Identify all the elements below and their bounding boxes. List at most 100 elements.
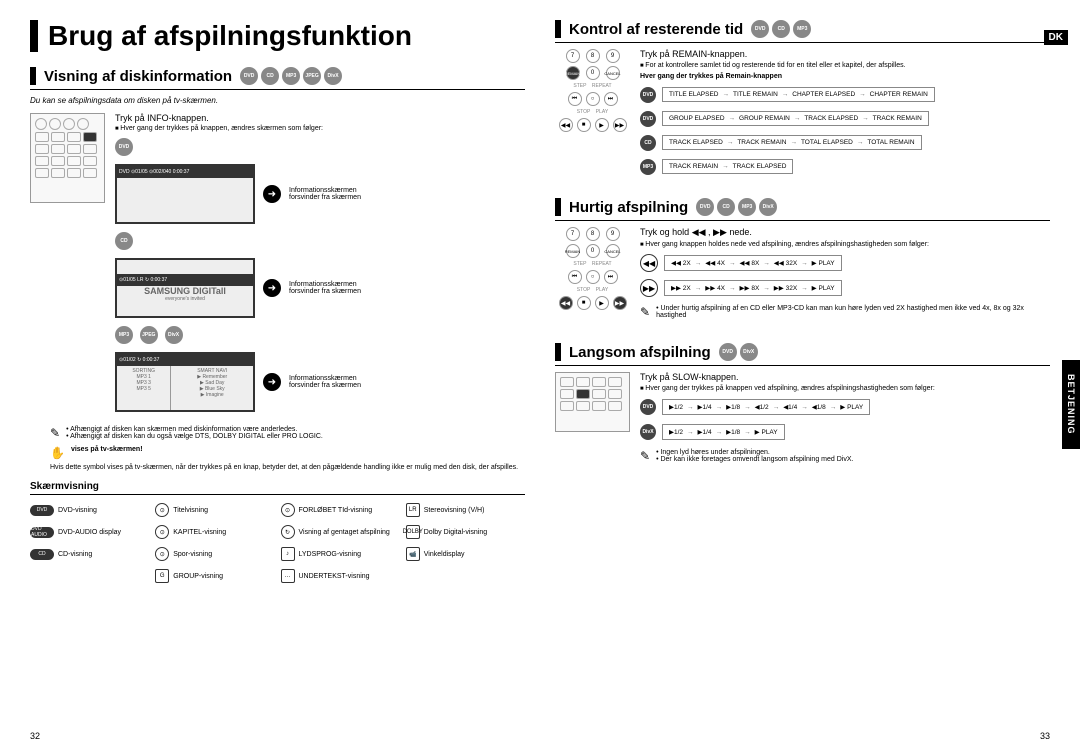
remote-diagram: 789 REMAIN0CANCEL STEP REPEAT ⏮○⏭ STOP P… bbox=[555, 227, 630, 325]
step-sub: For at kontrollere samlet tid og restere… bbox=[640, 62, 1050, 69]
screen-preview: ⊙01/02 ↻ 0:00:37 SORTINGMP3 1MP3 3MP3 5 … bbox=[115, 352, 255, 412]
legend-icon: DOLBY bbox=[406, 525, 420, 539]
legend-item: ⊙ KAPITEL-visning bbox=[155, 525, 274, 539]
step-sub: Hver gang knappen holdes nede ved afspil… bbox=[640, 241, 1050, 248]
screen-note: Informationsskærmen forsvinder fra skærm… bbox=[289, 281, 389, 295]
sequence-box: TRACK ELAPSED→TRACK REMAIN→TOTAL ELAPSED… bbox=[662, 135, 922, 150]
legend-item: 📹Vinkeldisplay bbox=[406, 547, 525, 561]
section-disc-info-header: Visning af diskinformation DVD CD MP3 JP… bbox=[30, 67, 525, 90]
arrow-icon: ➜ bbox=[263, 185, 281, 203]
remote-diagram bbox=[555, 372, 630, 432]
legend-item bbox=[406, 569, 525, 583]
speed-button-icon: ▶▶ bbox=[640, 279, 658, 297]
sequence-item: TRACK ELAPSED bbox=[733, 163, 787, 170]
step-text: Tryk og hold ◀◀ , ▶▶ nede. bbox=[640, 227, 1050, 238]
legend-label: Spor-visning bbox=[173, 551, 212, 558]
language-tag: DK bbox=[1044, 30, 1068, 45]
divx-icon: DivX bbox=[165, 326, 183, 344]
section-remaining-time: Kontrol af resterende tid DVD CD MP3 789… bbox=[555, 20, 1050, 180]
sequence-item: ▶▶ 32X bbox=[774, 284, 797, 292]
legend-label: CD-visning bbox=[58, 551, 92, 558]
sequence-item: ▶1/4 bbox=[698, 428, 712, 436]
legend-label: FORLØBET TId-visning bbox=[299, 507, 373, 514]
legend-icon: G bbox=[155, 569, 169, 583]
disc-icon: MP3 bbox=[282, 67, 300, 85]
intro-text: Du kan se afspilningsdata om disken på t… bbox=[30, 96, 525, 105]
disc-icon: CD bbox=[717, 198, 735, 216]
sequence-item: ▶ PLAY bbox=[755, 428, 778, 436]
sequence-item: ◀◀ 2X bbox=[671, 259, 691, 267]
legend-label: Titelvisning bbox=[173, 507, 208, 514]
right-column: Kontrol af resterende tid DVD CD MP3 789… bbox=[555, 20, 1050, 583]
disc-icon: MP3 bbox=[738, 198, 756, 216]
mp3-icon: MP3 bbox=[115, 326, 133, 344]
sequence-item: TITLE REMAIN bbox=[733, 91, 778, 98]
sequence-item: ▶1/2 bbox=[669, 403, 683, 411]
page-container: Brug af afspilningsfunktion Visning af d… bbox=[0, 0, 1080, 598]
legend-item: GGROUP-visning bbox=[155, 569, 274, 583]
remote-diagram bbox=[30, 113, 105, 203]
note-text: Afhængigt af disken kan du også vælge DT… bbox=[66, 433, 323, 440]
sequence-item: TRACK ELAPSED bbox=[669, 139, 723, 146]
note-box: ✎ Afhængigt af disken kan skærmen med di… bbox=[50, 426, 525, 440]
sequence-box: ▶1/2→▶1/4→▶1/8→▶ PLAY bbox=[662, 424, 785, 440]
legend-icon: DVD AUDIO bbox=[30, 527, 54, 538]
section-slow-play: Langsom afspilning DVD DivX Tryk på SLOW… bbox=[555, 343, 1050, 469]
speed-row: ◀◀◀◀ 2X→◀◀ 4X→◀◀ 8X→◀◀ 32X→▶ PLAY bbox=[640, 252, 1050, 274]
instruction-row: Tryk på INFO-knappen. Hver gang der tryk… bbox=[30, 113, 525, 420]
disc-icon: MP3 bbox=[640, 159, 656, 175]
note-icon: ✎ bbox=[640, 449, 650, 463]
legend-label: KAPITEL-visning bbox=[173, 529, 226, 536]
sequence-item: ▶ PLAY bbox=[840, 403, 863, 411]
section-title: Langsom afspilning bbox=[569, 344, 711, 361]
legend-item: DOLBY Dolby Digital-visning bbox=[406, 525, 525, 539]
disc-icon: DVD bbox=[696, 198, 714, 216]
legend-item: …UNDERTEKST-visning bbox=[281, 569, 400, 583]
legend-item: DVDDVD-visning bbox=[30, 503, 149, 517]
disc-icon: DivX bbox=[324, 67, 342, 85]
disc-icon: CD bbox=[261, 67, 279, 85]
legend-icon: ⊙ bbox=[155, 525, 169, 539]
sequence-item: ▶1/2 bbox=[669, 428, 683, 436]
sequence-item: CHAPTER ELAPSED bbox=[792, 91, 855, 98]
sequence-item: GROUP ELAPSED bbox=[669, 115, 725, 122]
sequence-item: TRACK ELAPSED bbox=[804, 115, 858, 122]
section-disc-info-title: Visning af diskinformation bbox=[44, 68, 232, 85]
legend-item: ⊙FORLØBET TId-visning bbox=[281, 503, 400, 517]
legend-item: CDCD-visning bbox=[30, 547, 149, 561]
screen-preview: DVD ⊙01/05 ⊙002/040 0:00:37 bbox=[115, 164, 255, 224]
disc-icon: DVD bbox=[640, 87, 656, 103]
legend-icon: 📹 bbox=[406, 547, 420, 561]
legend-item: LRStereovisning (V/H) bbox=[406, 503, 525, 517]
bold-note: Hver gang der trykkes på Remain-knappen bbox=[640, 73, 1050, 80]
speed-button-icon: ◀◀ bbox=[640, 254, 658, 272]
remote-diagram: 789 REMAIN0CANCEL STEP REPEAT ⏮○⏭ STOP P… bbox=[555, 49, 630, 180]
main-title: Brug af afspilningsfunktion bbox=[30, 20, 525, 52]
sequence-row: DVDGROUP ELAPSED→GROUP REMAIN→TRACK ELAP… bbox=[640, 108, 1050, 129]
disc-icon: DivX bbox=[640, 424, 656, 440]
legend-icon: LR bbox=[406, 503, 420, 517]
subheading: Skærmvisning bbox=[30, 481, 525, 495]
note-text: • Under hurtig afspilning af en CD eller… bbox=[656, 305, 1050, 319]
legend-item: DVD AUDIODVD-AUDIO display bbox=[30, 525, 149, 539]
note-text: Ingen lyd høres under afspilningen. bbox=[656, 449, 853, 456]
sequence-item: TITLE ELAPSED bbox=[669, 91, 719, 98]
disc-icon: DVD bbox=[240, 67, 258, 85]
page-number-left: 32 bbox=[30, 731, 40, 741]
sequence-item: ◀◀ 4X bbox=[705, 259, 725, 267]
sequence-item: ▶ PLAY bbox=[812, 284, 835, 292]
sequence-box: TITLE ELAPSED→TITLE REMAIN→CHAPTER ELAPS… bbox=[662, 87, 935, 102]
step-text: Tryk på REMAIN-knappen. bbox=[640, 49, 1050, 59]
screen-preview: ⊙01/05 LR ↻ 0:00:37 SAMSUNG DIGITall eve… bbox=[115, 258, 255, 318]
sequence-item: ▶1/4 bbox=[698, 403, 712, 411]
sequence-item: ▶▶ 8X bbox=[740, 284, 760, 292]
legend-label: LYDSPROG-visning bbox=[299, 551, 362, 558]
note-text: Afhængigt af disken kan skærmen med disk… bbox=[66, 426, 323, 433]
sequence-item: ◀◀ 8X bbox=[740, 259, 760, 267]
legend-label: Dolby Digital-visning bbox=[424, 529, 487, 536]
sequence-item: ▶▶ 2X bbox=[671, 284, 691, 292]
sequence-item: ▶1/8 bbox=[726, 428, 740, 436]
disc-icon: CD bbox=[772, 20, 790, 38]
screen-note: Informationsskærmen forsvinder fra skærm… bbox=[289, 187, 389, 201]
legend-icon: … bbox=[281, 569, 295, 583]
